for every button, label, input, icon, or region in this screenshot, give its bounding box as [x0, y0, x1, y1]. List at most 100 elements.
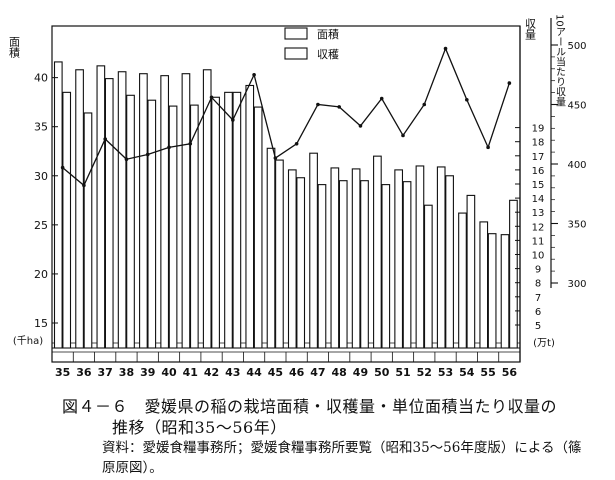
bar-harvest-44 [253, 106, 263, 349]
bar-harvest-37 [104, 78, 114, 349]
bar-harvest-42 [211, 96, 220, 349]
bar-harvest-52 [423, 204, 433, 349]
bar-harvest-40 [168, 105, 178, 349]
yield-point-49 [358, 124, 363, 128]
right1-tick-label-14: 14 [532, 194, 545, 205]
left-axis-title: 面積 [8, 36, 21, 59]
x-tick-label-55: 55 [480, 366, 495, 379]
x-tick-label-43: 43 [225, 366, 240, 379]
bar-area-42 [202, 69, 212, 349]
x-tick-label-46: 46 [289, 366, 305, 379]
x-tick-label-44: 44 [246, 366, 262, 379]
yield-point-36 [82, 183, 86, 188]
yield-point-44 [252, 72, 256, 77]
yield-line [62, 46, 510, 187]
yield-point-43 [231, 118, 235, 122]
bar-harvest-56 [509, 199, 518, 349]
x-tick-label-41: 41 [183, 366, 198, 379]
bar-harvest-38 [126, 94, 135, 349]
x-tick-label-54: 54 [459, 366, 475, 379]
yield-point-53 [443, 46, 448, 51]
right1-tick-label-12: 12 [532, 222, 545, 233]
yield-point-50 [379, 96, 384, 101]
yield-point-51 [401, 133, 405, 138]
right1-tick-label-18: 18 [532, 138, 545, 149]
bar-area-36 [75, 69, 84, 349]
bar-harvest-47 [317, 184, 327, 349]
bar-area-55 [479, 221, 489, 349]
left-tick-label-15: 15 [34, 317, 48, 330]
left-axis-unit: (千ha) [13, 335, 43, 347]
right2-tick-label-350: 350 [567, 220, 586, 231]
right1-tick-label-5: 5 [535, 321, 541, 332]
x-tick-label-40: 40 [161, 366, 177, 379]
bar-area-43 [224, 91, 233, 349]
x-tick-label-36: 36 [76, 366, 92, 379]
right1-tick-label-9: 9 [535, 265, 541, 276]
figure-source-line-2: 原原図）。 [102, 460, 163, 476]
left-tick-label-40: 40 [34, 72, 48, 85]
bar-harvest-54 [466, 194, 476, 349]
x-tick-label-51: 51 [395, 366, 410, 379]
right1-tick-label-10: 10 [532, 251, 545, 262]
left-tick-label-25: 25 [34, 219, 48, 232]
right1-tick-label-19: 19 [532, 124, 545, 135]
yield-point-39 [145, 152, 150, 157]
bar-area-52 [415, 165, 425, 349]
right1-tick-label-16: 16 [532, 166, 545, 177]
yield-point-38 [124, 157, 129, 162]
bar-harvest-50 [381, 184, 391, 349]
right2-tick-label-500: 500 [567, 41, 586, 52]
yield-point-46 [294, 141, 299, 146]
figure-title-line-2: 推移（昭和35～56年） [112, 418, 287, 437]
yield-point-42 [209, 95, 214, 100]
bar-area-46 [287, 169, 297, 349]
bar-area-40 [160, 75, 170, 349]
bar-area-35 [53, 61, 63, 349]
right-axis-1-unit: (万t) [533, 338, 555, 349]
right1-tick-label-11: 11 [532, 236, 545, 247]
yield-point-55 [486, 145, 490, 150]
right1-tick-label-15: 15 [532, 180, 545, 191]
yield-point-48 [337, 105, 341, 109]
right1-tick-label-8: 8 [535, 279, 541, 290]
right1-tick-label-13: 13 [532, 208, 545, 219]
x-tick-label-42: 42 [204, 366, 219, 379]
bar-area-50 [373, 155, 382, 349]
bar-harvest-55 [487, 233, 497, 349]
bar-area-51 [394, 169, 404, 349]
yield-point-41 [188, 141, 193, 146]
left-tick-label-35: 35 [34, 121, 48, 134]
bar-area-47 [309, 152, 318, 349]
right-axis-1-title: 収量 [524, 18, 537, 40]
x-tick-label-45: 45 [268, 366, 283, 379]
x-tick-label-48: 48 [332, 366, 347, 379]
yield-point-47 [316, 102, 320, 107]
yield-point-45 [273, 156, 278, 160]
bar-harvest-45 [275, 159, 284, 349]
bar-area-45 [266, 147, 276, 349]
legend-label-1: 収穫 [317, 48, 339, 61]
bar-harvest-48 [338, 180, 348, 349]
right2-tick-label-450: 450 [567, 101, 586, 112]
x-tick-label-35: 35 [55, 366, 70, 379]
legend-swatch-1 [284, 47, 308, 60]
x-tick-label-53: 53 [438, 366, 453, 379]
left-tick-label-30: 30 [34, 170, 48, 183]
x-tick-label-52: 52 [417, 366, 432, 379]
x-tick-label-56: 56 [502, 366, 518, 379]
bar-harvest-35 [62, 91, 72, 349]
yield-point-40 [167, 145, 171, 150]
bar-area-53 [436, 166, 446, 349]
bar-area-39 [139, 73, 148, 349]
x-tick-label-38: 38 [119, 366, 134, 379]
right2-tick-label-300: 300 [567, 279, 586, 290]
x-tick-label-37: 37 [98, 366, 113, 379]
bar-area-49 [351, 168, 361, 349]
yield-point-56 [507, 81, 512, 85]
bar-area-41 [181, 73, 191, 349]
figure-title-line-1: 図４－６ 愛媛県の稲の栽培面積・収穫量・単位面積当たり収量の [62, 397, 558, 416]
x-tick-label-39: 39 [140, 366, 155, 379]
bar-harvest-43 [232, 91, 242, 349]
bar-harvest-39 [147, 99, 157, 349]
